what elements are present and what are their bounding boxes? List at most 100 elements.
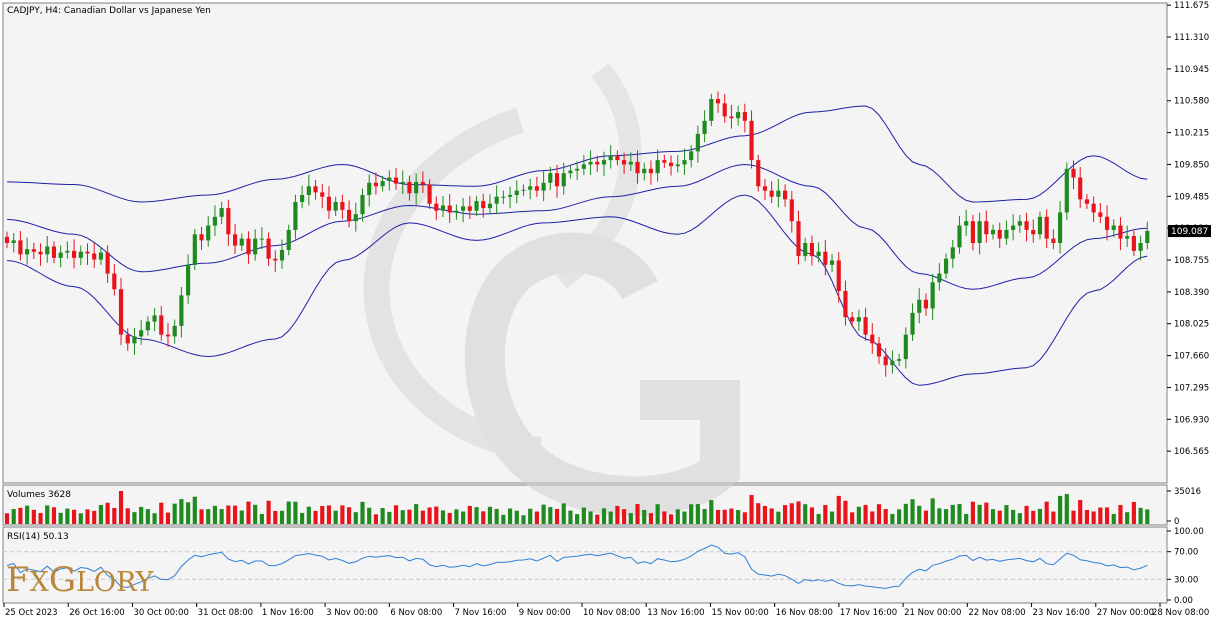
candle-body: [38, 251, 43, 255]
candle-body: [25, 249, 30, 255]
candle-body: [367, 182, 372, 195]
volume-bar: [689, 504, 694, 524]
volume-bar: [561, 503, 566, 524]
time-tick-label: 13 Nov 16:00: [647, 608, 704, 618]
candle-body: [219, 208, 224, 217]
candle: [829, 254, 835, 273]
candle-body: [789, 199, 794, 222]
candle: [541, 171, 546, 202]
candle-body: [226, 208, 231, 235]
rsi-pane: [2, 526, 1168, 604]
volume-bar: [870, 511, 875, 524]
rsi-tick-label: 30.00: [1174, 575, 1198, 585]
candle: [266, 232, 271, 267]
candle-body: [1104, 216, 1110, 230]
volume-bar: [447, 512, 452, 524]
candle-body: [1017, 221, 1022, 226]
candle-body: [206, 225, 211, 241]
volume-bars: 35016 0: [4, 487, 1201, 527]
candle-body: [1131, 236, 1136, 251]
candle: [668, 155, 674, 176]
candle-body: [715, 99, 721, 104]
candle-body: [461, 206, 466, 211]
candle-body: [333, 201, 338, 211]
volume-bar: [1037, 508, 1043, 524]
candle: [588, 150, 593, 175]
bollinger-lower-line: [6, 194, 1148, 386]
volume-bar: [313, 510, 318, 524]
volume-bar: [360, 501, 365, 524]
candle-body: [232, 234, 238, 246]
volume-bar: [440, 510, 446, 524]
candle-body: [179, 295, 184, 326]
candle: [246, 231, 251, 264]
candle: [65, 241, 70, 259]
price-tick-label: 108.755: [1174, 256, 1209, 266]
volume-bar: [1131, 501, 1136, 524]
volume-bar: [1017, 513, 1022, 524]
volume-bar: [152, 513, 157, 524]
candle: [917, 288, 922, 324]
candle: [675, 155, 680, 173]
volume-bar: [943, 509, 949, 524]
volume-bar: [51, 507, 57, 524]
volume-bar: [722, 509, 727, 524]
candle: [749, 110, 754, 169]
candle-body: [642, 168, 647, 174]
volume-bar: [1031, 510, 1036, 524]
candle: [789, 190, 794, 233]
candle-body: [279, 249, 285, 261]
candle: [494, 185, 499, 215]
candle-body: [1091, 203, 1096, 213]
volume-bar: [45, 505, 50, 524]
price-tick-label: 110.215: [1174, 129, 1209, 139]
volume-bar: [507, 508, 513, 524]
volume-bar: [990, 509, 996, 524]
candle: [380, 175, 385, 192]
candle-body: [568, 170, 573, 174]
volume-bar: [635, 504, 640, 524]
volume-bar: [85, 509, 90, 524]
volume-bar: [977, 504, 982, 524]
candle-body: [125, 334, 130, 344]
candle-body: [487, 203, 493, 209]
candle-body: [92, 253, 97, 260]
candle: [1017, 214, 1022, 233]
candle-body: [917, 299, 922, 313]
candle-body: [85, 251, 90, 254]
volume-bar: [132, 512, 137, 524]
volume-bar: [997, 510, 1002, 524]
candle: [1058, 200, 1063, 254]
candle: [1131, 230, 1136, 257]
candle: [769, 181, 774, 204]
volume-bar: [199, 509, 204, 524]
candle: [575, 161, 580, 180]
candle-body: [883, 356, 888, 366]
candle: [923, 293, 929, 316]
candle: [1071, 160, 1076, 190]
volume-tick-label: 0: [1174, 517, 1179, 527]
volume-bar: [514, 510, 519, 524]
candle-body: [870, 334, 875, 344]
candle-body: [145, 321, 150, 331]
volume-bar: [695, 504, 700, 524]
volume-bar: [729, 508, 734, 524]
volume-bar: [4, 513, 10, 524]
candle-body: [769, 190, 774, 197]
candle-body: [964, 221, 969, 226]
candle: [514, 180, 519, 204]
candle: [561, 162, 566, 195]
candle: [232, 223, 238, 254]
candle: [729, 104, 734, 129]
candle: [367, 174, 372, 207]
candle: [548, 166, 553, 191]
candle-body: [507, 195, 513, 197]
volume-bar: [642, 509, 647, 524]
candle-body: [521, 189, 526, 191]
candle-body: [803, 243, 808, 257]
volume-bar: [541, 504, 546, 524]
candle: [1104, 205, 1110, 241]
candle-body: [622, 160, 627, 165]
volume-bar: [662, 511, 667, 524]
volume-bar: [823, 505, 828, 524]
